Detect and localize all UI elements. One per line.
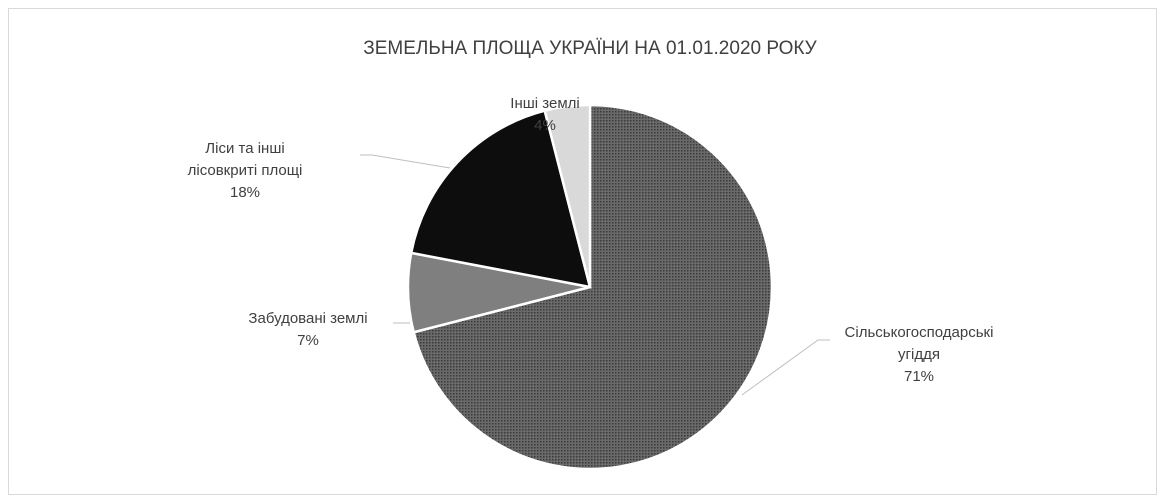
- leader-line: [741, 339, 830, 396]
- pie-slice: [543, 103, 592, 288]
- data-label-value: 7%: [297, 332, 319, 349]
- pie-slice: [412, 103, 774, 471]
- chart-title: ЗЕМЕЛЬНА ПЛОЩА УКРАЇНИ НА 01.01.2020 РОК…: [363, 38, 817, 59]
- data-label-name: Сільськогосподарські угіддя: [845, 324, 994, 363]
- data-label-value: 18%: [230, 184, 260, 201]
- data-label-value: 4%: [534, 117, 556, 134]
- data-label-name: Інші землі: [510, 95, 579, 112]
- data-label-value: 71%: [904, 368, 934, 385]
- pie-slice: [409, 109, 592, 289]
- data-label-name: Ліси та інші лісовкриті площі: [188, 140, 303, 179]
- data-label-name: Забудовані землі: [248, 310, 367, 327]
- leader-line: [360, 154, 451, 169]
